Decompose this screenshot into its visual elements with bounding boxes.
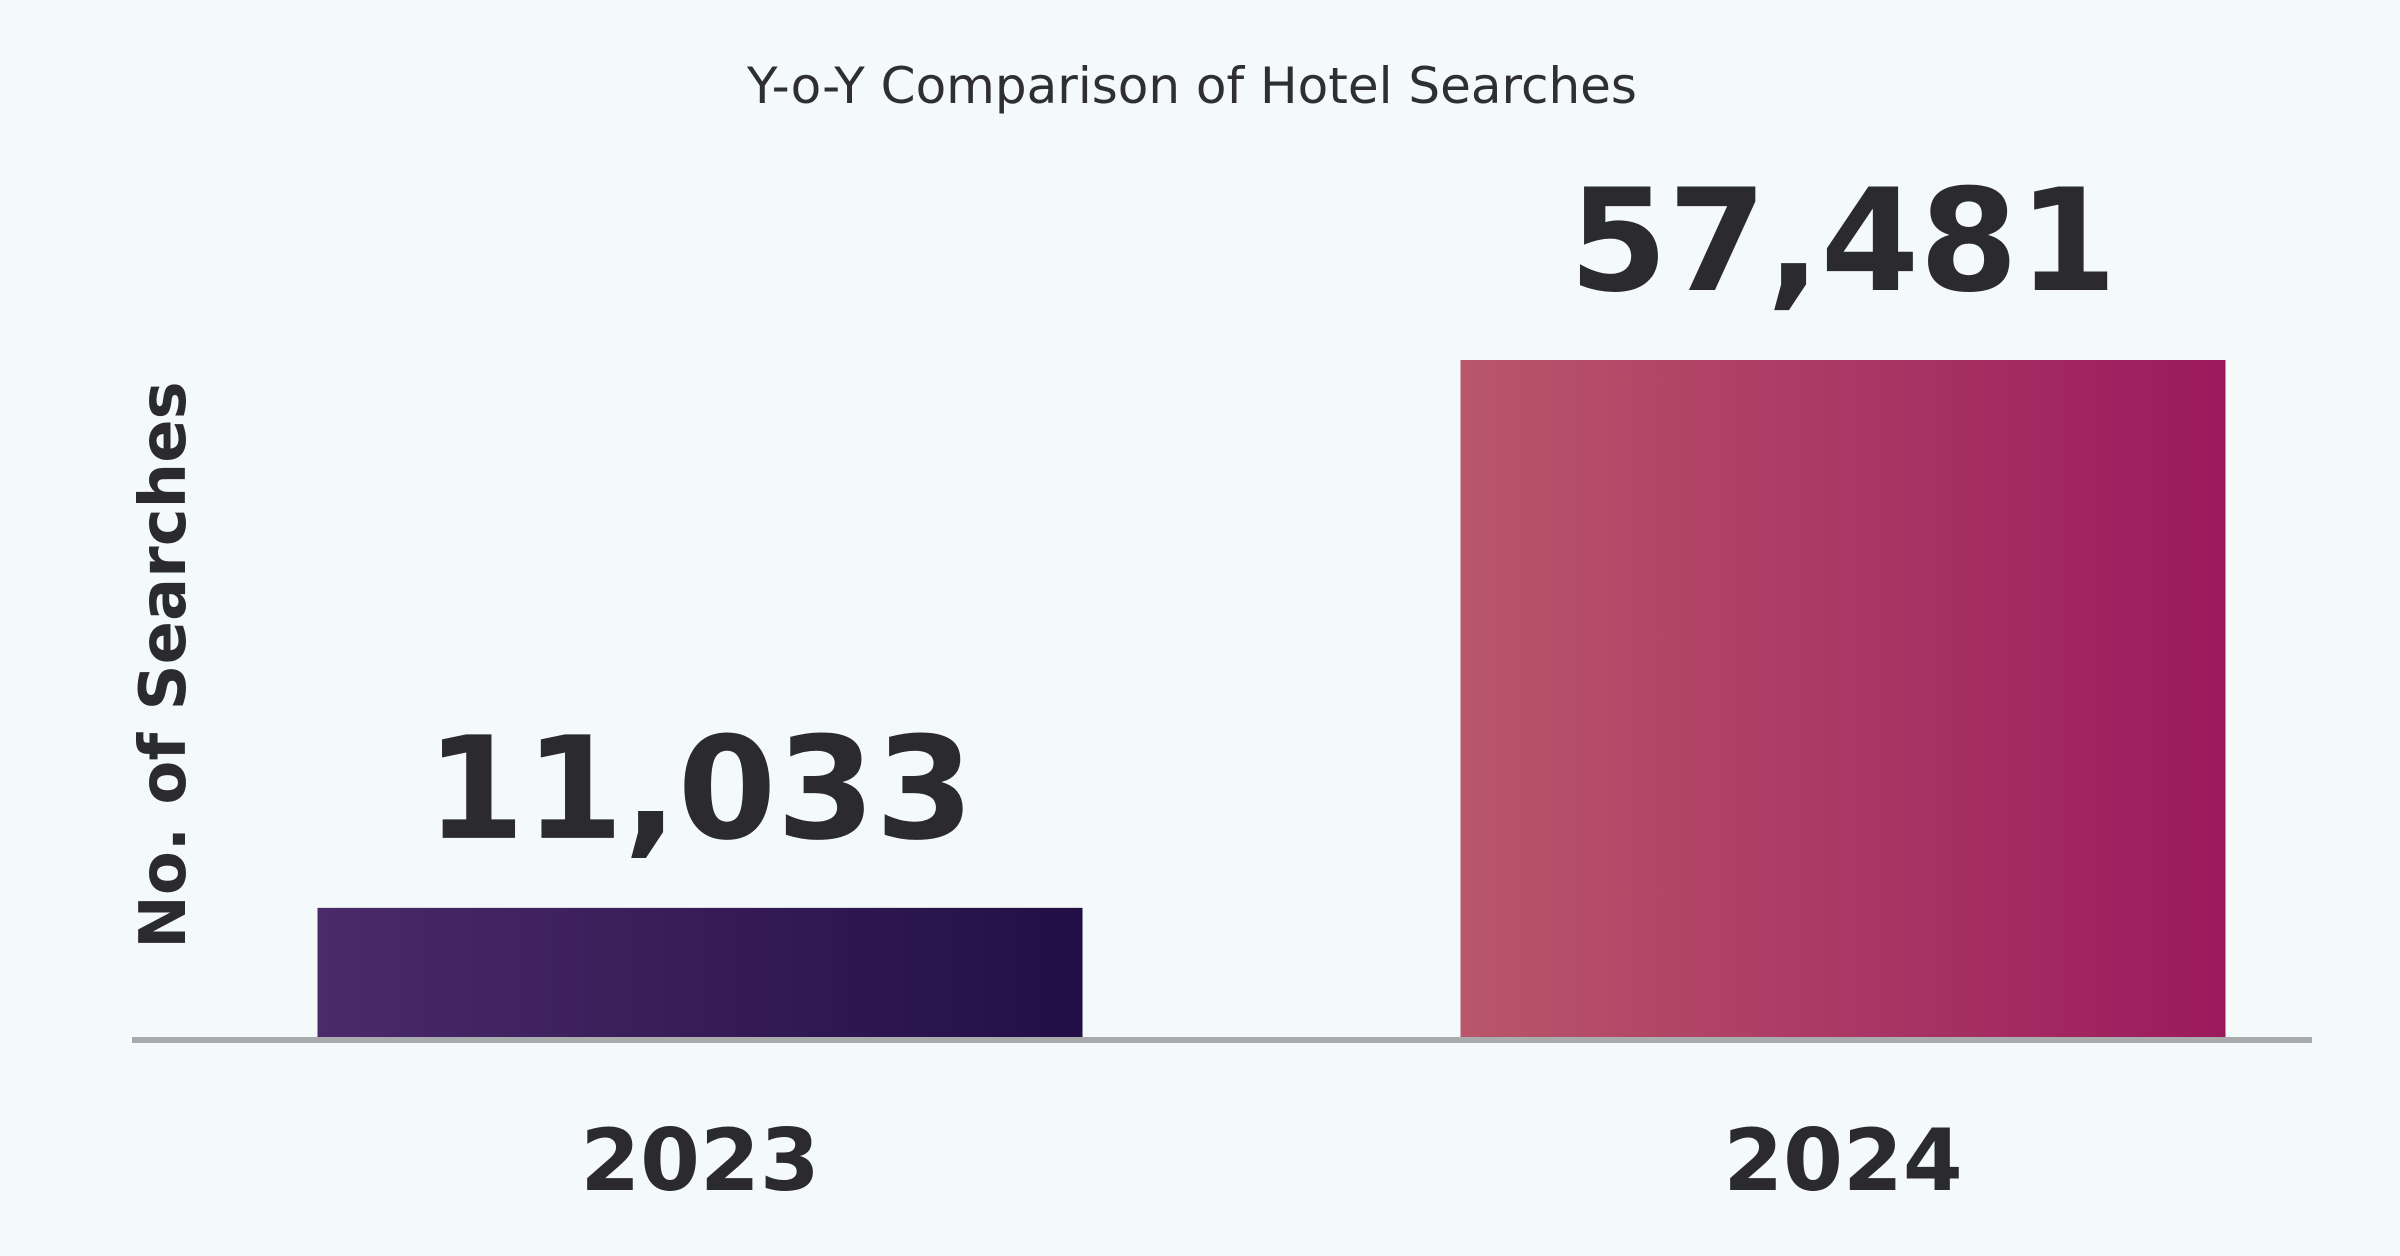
bar-2023 <box>317 907 1083 1038</box>
data-label-2024: 57,481 <box>1569 159 2117 324</box>
y-axis-label: No. of Searches <box>127 381 201 948</box>
bars <box>317 360 2226 1038</box>
labels: 11,033 2023 57,481 2024 <box>426 159 2117 1211</box>
x-tick-label-2023: 2023 <box>580 1111 819 1211</box>
bar-2024 <box>1460 360 2226 1038</box>
x-tick-label-2024: 2024 <box>1723 1111 1962 1211</box>
chart-title: Y-o-Y Comparison of Hotel Searches <box>746 57 1637 115</box>
data-label-2023: 11,033 <box>426 707 974 872</box>
